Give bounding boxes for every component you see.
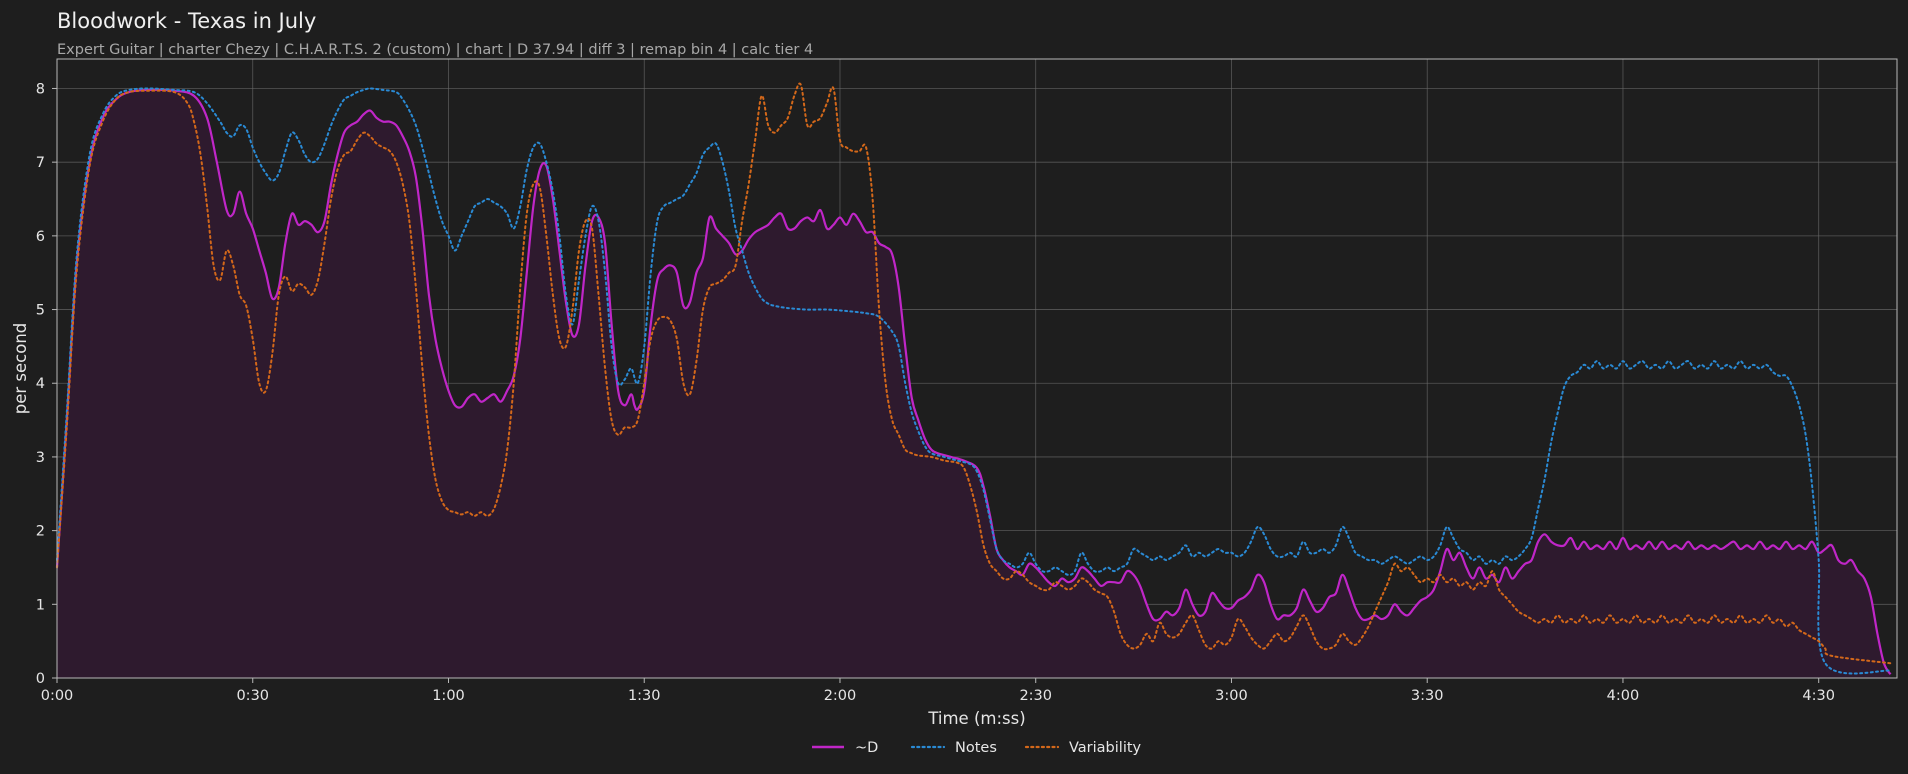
x-tick-label: 0:30 (236, 688, 269, 704)
series-line-d (55, 88, 1892, 675)
x-tick-label: 2:30 (1019, 688, 1052, 704)
y-axis-label: per second (11, 323, 30, 415)
series-line-notes (56, 87, 1892, 675)
plot-frame (56, 58, 1898, 679)
series-line-variability (56, 82, 1892, 665)
x-tick-label: 2:00 (824, 688, 857, 704)
chart-subtitle: Expert Guitar | charter Chezy | C.H.A.R.… (57, 42, 813, 58)
x-tick-label: 1:00 (432, 688, 465, 704)
legend: ~D Notes Variability (812, 740, 1142, 756)
legend-label: Notes (955, 740, 997, 756)
x-tick-label: 3:30 (1411, 688, 1444, 704)
y-tick-label: 4 (36, 376, 45, 392)
x-tick-label: 3:00 (1215, 688, 1248, 704)
tick-layer: 0:00 0:30 1:00 1:30 2:00 2:30 3:00 3:30 4:00 4:30… (36, 81, 1835, 704)
y-tick-label: 5 (36, 303, 45, 319)
x-tick-label: 4:30 (1802, 688, 1835, 704)
area-fill-layer (57, 89, 1891, 679)
y-tick-label: 3 (36, 450, 45, 466)
y-tick-label: 6 (36, 229, 45, 245)
legend-item: Variability (1024, 740, 1142, 756)
series-fill-d (57, 89, 1891, 679)
x-tick-label: 0:00 (41, 688, 74, 704)
x-axis-label: Time (m:ss) (927, 709, 1025, 728)
y-tick-label: 8 (36, 81, 45, 97)
y-tick-label: 2 (36, 524, 45, 540)
legend-label: ~D (855, 740, 878, 756)
y-tick-label: 0 (36, 671, 45, 687)
series-layer (55, 82, 1892, 675)
y-tick-label: 1 (36, 597, 45, 613)
x-tick-label: 4:00 (1607, 688, 1640, 704)
y-tick-label: 7 (36, 155, 45, 171)
legend-item: ~D (812, 740, 878, 756)
legend-label: Variability (1069, 740, 1142, 756)
chart-title: Bloodwork - Texas in July (57, 9, 316, 33)
legend-item: Notes (910, 740, 997, 756)
x-tick-label: 1:30 (628, 688, 661, 704)
